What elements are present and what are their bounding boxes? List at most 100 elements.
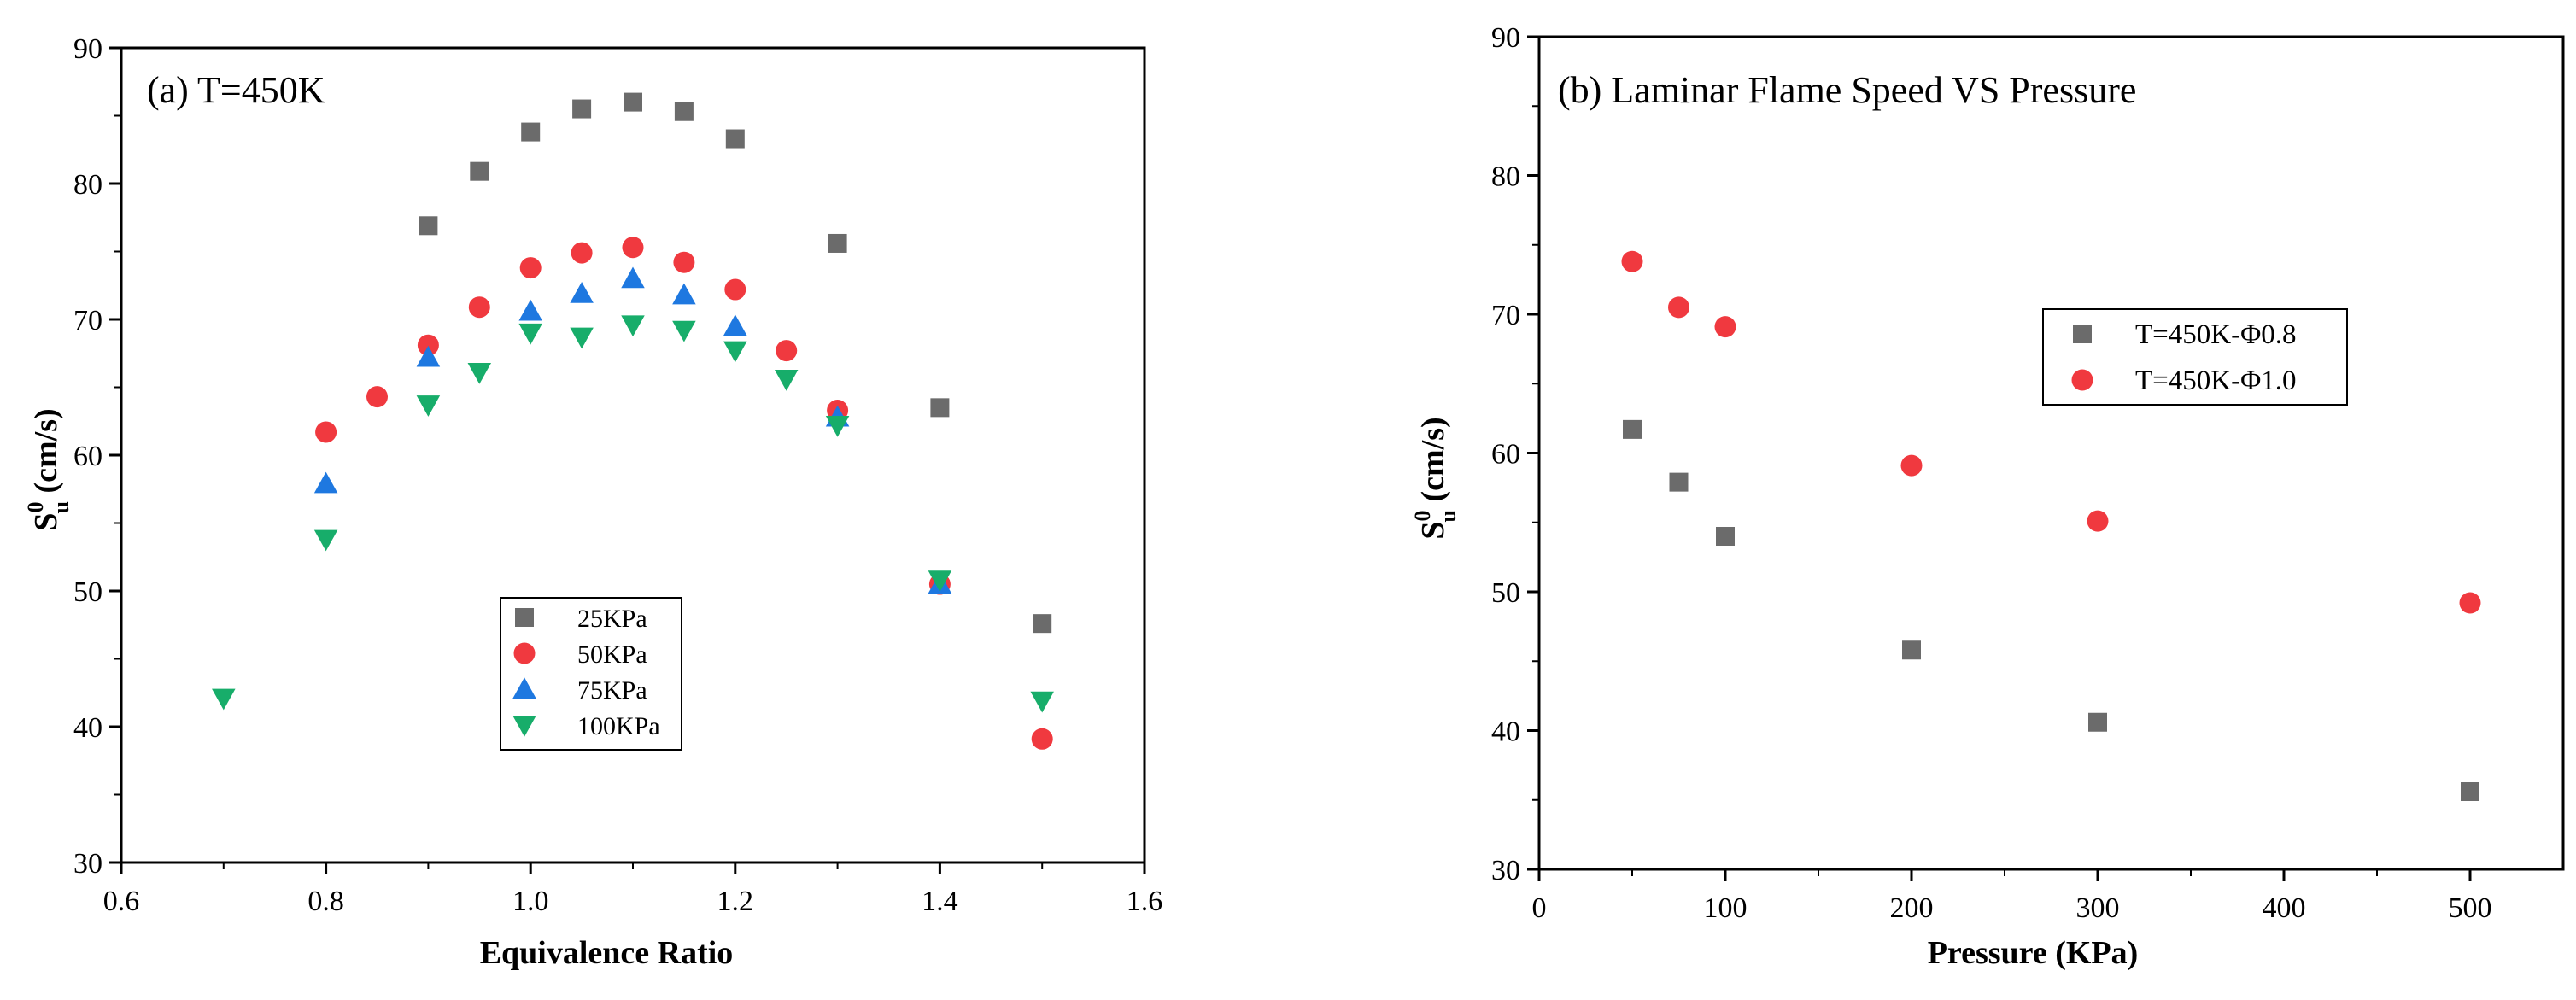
legend-marker [515,608,534,627]
panel-b-y-axis-label: S0u (cm/s) [1410,417,1461,539]
y-tick-label: 90 [73,33,102,65]
data-point-100kpa [723,341,747,363]
panel-a-y-label-rest: (cm/s) [28,408,64,501]
y-tick-label: 60 [73,441,102,472]
legend-label: 100KPa [577,712,660,740]
x-tick-label: 0 [1532,892,1547,924]
y-tick-label: 40 [1491,716,1520,748]
data-point-t-450k-0-8 [1669,472,1689,492]
legend-label: T=450K-Φ1.0 [2135,365,2296,396]
x-tick-label: 500 [2449,892,2492,924]
data-point-t-450k-0-8 [2088,712,2107,732]
panel-a-y-axis-label: S0u (cm/s) [23,408,73,530]
data-point-100kpa [1030,691,1054,713]
data-point-100kpa [518,323,542,345]
panel-b-title: (b) Laminar Flame Speed VS Pressure [1558,69,2136,111]
data-point-25kpa [828,233,847,253]
data-point-25kpa [572,99,592,119]
panel-b-y-label-main: S [1415,522,1451,540]
legend-marker [512,677,536,699]
data-point-25kpa [470,161,489,181]
data-point-t-450k-0-8 [1902,640,1921,660]
panel-a-x-axis-label: Equivalence Ratio [480,935,734,971]
data-point-50kpa [417,334,439,356]
y-tick-label: 80 [73,169,102,201]
data-point-t-450k-1-0 [1900,454,1923,477]
y-tick-label: 30 [1491,855,1520,886]
x-tick-label: 1.6 [1127,886,1163,917]
data-point-100kpa [928,570,952,593]
data-point-50kpa [571,242,593,264]
panel-a-y-label-sup: 0 [23,502,48,513]
x-tick-label: 1.2 [717,886,754,917]
data-point-t-450k-0-8 [2461,782,2479,801]
data-point-t-450k-0-8 [1716,527,1735,546]
data-point-100kpa [774,369,799,391]
x-tick-label: 300 [2076,892,2120,924]
x-tick-label: 1.0 [512,886,549,917]
y-tick-label: 50 [73,576,102,608]
data-point-100kpa [672,320,696,342]
data-point-25kpa [1033,614,1052,634]
x-tick-label: 0.6 [103,886,140,917]
y-tick-label: 60 [1491,439,1520,471]
data-point-50kpa [673,251,695,273]
panel-a-title: (a) T=450K [147,69,325,111]
legend-label: 25KPa [577,605,647,633]
legend-marker [512,716,536,737]
data-point-t-450k-1-0 [2087,510,2109,532]
data-point-25kpa [419,216,438,236]
legend-marker [2073,325,2092,343]
data-point-50kpa [468,296,490,319]
data-point-75kpa [672,283,696,305]
data-point-50kpa [315,421,337,443]
legend-marker [513,642,536,664]
data-point-t-450k-1-0 [1714,316,1736,338]
y-tick-label: 90 [1491,22,1520,54]
y-tick-label: 80 [1491,161,1520,193]
legend-marker [2071,369,2093,391]
data-point-50kpa [519,257,542,279]
data-point-t-450k-1-0 [2459,592,2481,614]
panel-a-y-label-sub: u [49,501,73,513]
panel-b-y-label-sub: u [1436,510,1461,522]
x-tick-label: 1.4 [922,886,958,917]
panel-b-x-axis-label: Pressure (KPa) [1928,935,2139,971]
data-point-100kpa [825,416,850,437]
data-point-25kpa [624,92,642,112]
legend-label: T=450K-Φ0.8 [2135,319,2296,350]
data-point-25kpa [521,122,541,142]
data-point-t-450k-1-0 [1668,296,1689,319]
legend-label: 75KPa [577,676,647,705]
x-tick-label: 0.8 [307,886,344,917]
data-point-100kpa [621,315,645,337]
data-point-25kpa [674,102,694,121]
x-tick-label: 200 [1890,892,1934,924]
y-tick-label: 70 [1491,300,1520,331]
y-tick-label: 40 [73,712,102,744]
panel-a-y-label-main: S [28,513,64,531]
data-point-50kpa [776,340,798,362]
panel-b-y-label-rest: (cm/s) [1415,417,1451,510]
panel-b-y-label-sup: 0 [1410,511,1435,522]
plot-frame [1537,35,2565,871]
data-point-100kpa [416,395,441,417]
data-point-75kpa [313,471,338,494]
panel-b: (b) Laminar Flame Speed VS Pressure Pres… [1410,22,2565,971]
data-point-75kpa [621,266,645,289]
legend-label: 50KPa [577,640,647,669]
y-tick-label: 50 [1491,577,1520,609]
data-point-50kpa [622,237,644,259]
data-point-50kpa [724,278,746,301]
x-tick-label: 400 [2263,892,2306,924]
data-point-50kpa [366,386,388,408]
data-point-100kpa [467,363,492,384]
y-tick-label: 30 [73,848,102,880]
data-point-100kpa [313,529,338,552]
data-point-75kpa [518,299,542,321]
y-tick-label: 70 [73,305,102,336]
data-point-50kpa [1031,728,1053,750]
data-point-25kpa [725,129,745,149]
